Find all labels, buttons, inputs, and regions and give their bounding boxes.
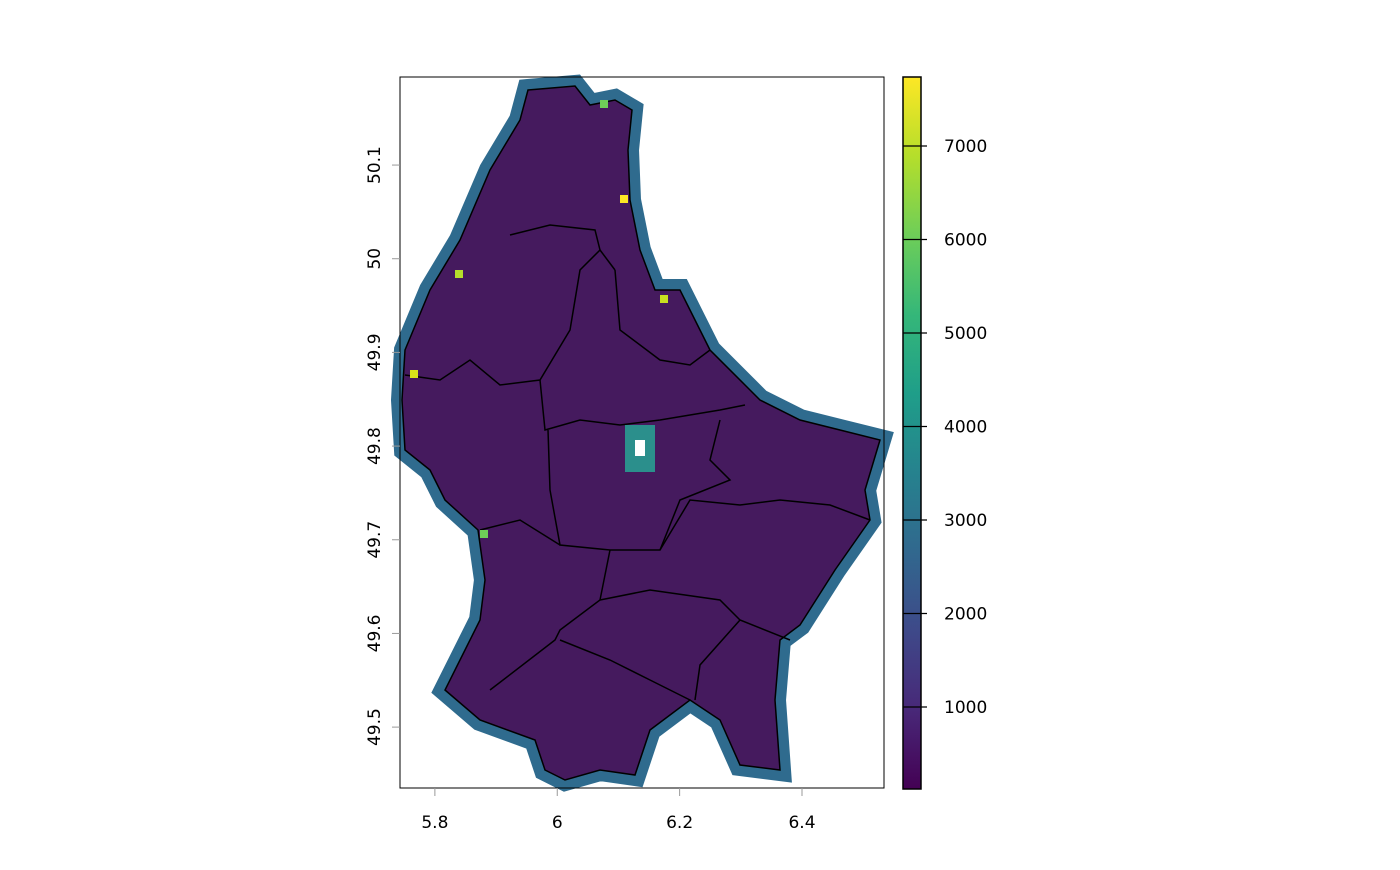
y-tick-label: 49.6 [365,615,385,653]
canton-boundary [659,419,732,551]
canton-boundary [539,379,746,431]
map-layer [390,74,894,792]
high-value-cell [620,195,628,203]
legend-tick-label: 6000 [944,231,987,251]
canton-boundary [479,519,561,546]
high-value-cell [410,370,418,378]
y-tick-label: 49.9 [365,333,385,371]
canton-boundary [489,549,611,691]
y-axis: 49.5 49.6 49.7 49.8 49.9 50 50.1 [365,146,400,746]
y-tick-label: 50.1 [365,146,385,184]
x-axis: 5.8 6 6.2 6.4 [421,788,816,833]
legend-tick-label: 3000 [944,511,987,531]
x-tick-label: 6.4 [788,813,815,833]
legend-tick-label: 4000 [944,418,987,438]
missing-cell [635,440,645,456]
canton-boundary [547,429,871,551]
legend-tick-label: 5000 [944,324,987,344]
y-tick-label: 49.5 [365,708,385,746]
legend-tick-label: 2000 [944,605,987,625]
high-value-cell [660,295,668,303]
colorbar [902,76,922,790]
plot-frame [399,76,885,789]
legend-tick-label: 1000 [944,698,987,718]
x-tick-label: 6 [552,813,563,833]
y-tick-label: 50 [365,248,385,270]
color-legend: 1000 2000 3000 4000 5000 6000 7000 [902,76,987,790]
high-value-cell [455,270,463,278]
high-value-cell [480,530,488,538]
canton-boundary [599,589,791,641]
canton-boundary [404,224,601,386]
x-tick-label: 5.8 [421,813,448,833]
country-boundary [401,85,881,781]
y-tick-label: 49.8 [365,427,385,465]
canton-boundary [599,249,616,271]
canton-boundary [694,619,741,701]
y-tick-label: 49.7 [365,521,385,559]
high-value-cell [600,100,608,108]
x-tick-label: 6.2 [666,813,693,833]
canton-boundary [559,639,691,701]
canton-boundary [614,269,711,366]
legend-tick-label: 7000 [944,137,987,157]
